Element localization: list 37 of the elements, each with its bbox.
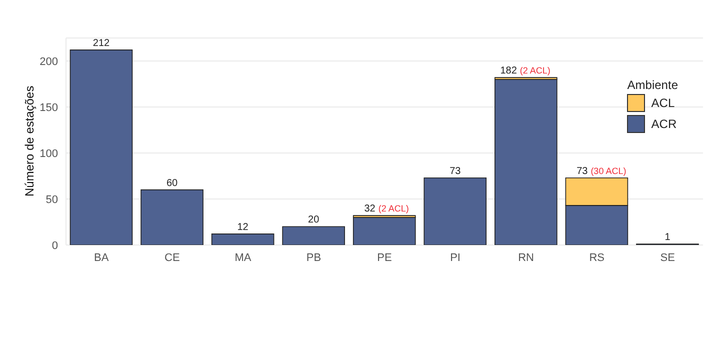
annotation: (2 ACL) bbox=[378, 204, 409, 214]
bar bbox=[352, 217, 416, 245]
total-label: 212 bbox=[92, 38, 110, 49]
legend-title: Ambiente bbox=[627, 78, 678, 92]
x-tick-label: PB bbox=[306, 252, 322, 264]
total-label: 1 bbox=[664, 232, 671, 244]
y-tick-label: 0 bbox=[52, 240, 58, 252]
x-tick-label: SE bbox=[660, 252, 675, 264]
bar bbox=[140, 189, 204, 245]
bar bbox=[424, 177, 487, 245]
y-tick-label: 150 bbox=[40, 102, 58, 114]
bar bbox=[494, 79, 558, 245]
x-tick-label: CE bbox=[164, 252, 180, 264]
total-label: 73 bbox=[576, 166, 588, 177]
annotation: (2 ACL) bbox=[520, 66, 550, 76]
x-tick-label: PE bbox=[377, 252, 392, 264]
bar bbox=[282, 226, 345, 245]
bar bbox=[211, 234, 274, 245]
total-label: 182 bbox=[500, 66, 518, 77]
x-tick-label: PI bbox=[450, 252, 460, 264]
bar bbox=[70, 50, 133, 245]
legend-label: ACR bbox=[651, 117, 677, 131]
total-label: 12 bbox=[237, 222, 249, 233]
total-label: 20 bbox=[308, 214, 320, 226]
legend-label: ACL bbox=[651, 96, 675, 110]
y-tick-label: 200 bbox=[40, 56, 58, 68]
x-tick-label: BA bbox=[94, 252, 110, 264]
y-tick-label: 100 bbox=[40, 148, 58, 160]
total-label: 73 bbox=[450, 166, 462, 177]
y-tick-label: 50 bbox=[46, 194, 58, 206]
x-tick-label: RS bbox=[589, 252, 604, 264]
total-label: 60 bbox=[166, 178, 178, 189]
total-label: 32 bbox=[364, 204, 376, 215]
annotation: (30 ACL) bbox=[590, 166, 626, 176]
x-tick-label: RN bbox=[518, 252, 534, 264]
y-axis-title: Número de estações bbox=[22, 86, 36, 196]
x-tick-label: MA bbox=[234, 252, 252, 264]
